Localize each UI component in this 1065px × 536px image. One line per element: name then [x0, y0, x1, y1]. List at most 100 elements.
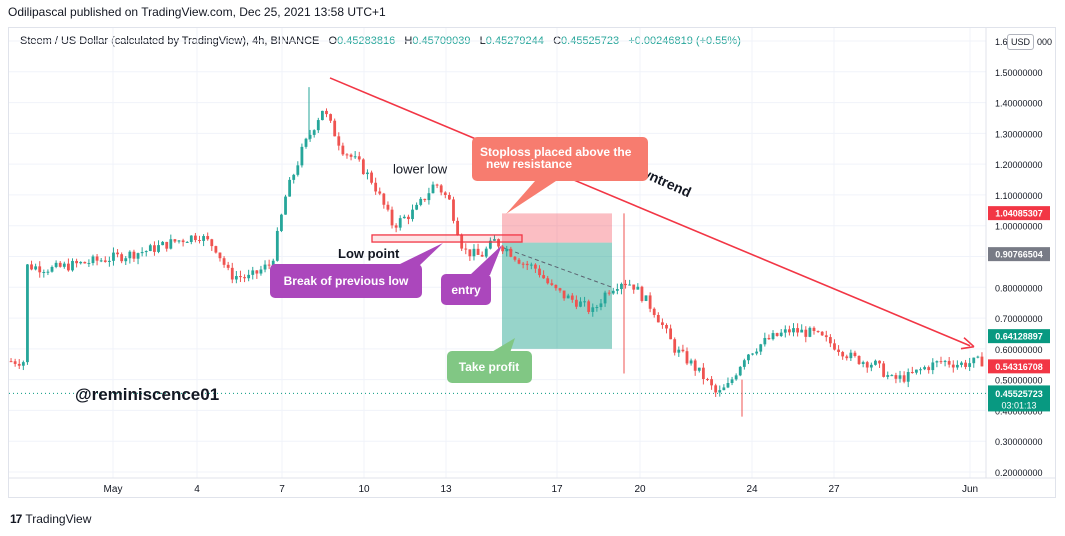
candle-body: [828, 337, 832, 344]
tradingview-brand: TradingView: [25, 512, 92, 526]
stoploss-pointer-icon: [506, 181, 556, 214]
candle-body: [325, 110, 328, 115]
candle-body: [214, 246, 218, 253]
candle-body: [26, 264, 29, 363]
price-tag-label: 0.54316708: [995, 362, 1043, 372]
candle-body: [812, 327, 816, 331]
price-tag-label: 1.04085307: [995, 209, 1043, 219]
candle-body: [955, 364, 959, 368]
candle-body: [935, 361, 939, 363]
candle-body: [222, 258, 226, 265]
y-tick-label: 0.70000000: [995, 314, 1043, 324]
candle-body: [943, 360, 947, 362]
candle-body: [419, 198, 423, 205]
candle-body: [370, 172, 373, 183]
candle-body: [263, 264, 267, 270]
price-tag-label: 0.90766504: [995, 250, 1043, 260]
candle-body: [34, 266, 38, 270]
currency-button[interactable]: USD: [1007, 34, 1034, 50]
candle-body: [337, 136, 341, 146]
x-tick-label: 10: [358, 484, 370, 495]
y-tick-label: 0.80000000: [995, 283, 1043, 293]
candle-body: [427, 193, 431, 201]
candle-body: [296, 165, 300, 175]
candle-body: [300, 146, 304, 166]
candle-body: [882, 363, 886, 377]
candle-body: [386, 204, 390, 210]
candle-body: [517, 259, 521, 264]
candle-body: [652, 308, 656, 315]
candle-body: [103, 260, 107, 262]
candle-body: [21, 362, 25, 366]
candle-body: [316, 120, 320, 131]
publish-credit: Odilipascal published on TradingView.com…: [8, 5, 386, 19]
candle-body: [579, 301, 582, 307]
candle-body: [775, 333, 779, 336]
candle-body: [181, 240, 185, 243]
candle-body: [615, 289, 619, 291]
candle-body: [120, 254, 124, 262]
candle-body: [452, 199, 455, 221]
candle-body: [435, 184, 439, 186]
candle-body: [841, 352, 845, 357]
candle-body: [583, 301, 586, 303]
candle-body: [910, 372, 914, 374]
takeprofit-pointer-icon: [490, 338, 515, 353]
candle-body: [837, 349, 840, 353]
candle-body: [226, 264, 230, 268]
candle-body: [185, 241, 189, 243]
candle-body: [886, 375, 890, 377]
candle-body: [210, 239, 214, 247]
grid-lines: [9, 28, 986, 478]
x-tick-label: 24: [746, 484, 758, 495]
downtrend-arrow-icon: [960, 337, 975, 350]
candle-body: [693, 360, 697, 371]
x-tick-label: 4: [194, 484, 200, 495]
candle-body: [734, 375, 738, 380]
y-tick-label: 0.50000000: [995, 376, 1043, 386]
y-tick-label: 0.40000000: [995, 406, 1043, 416]
candle-body: [525, 263, 529, 266]
candle-body: [865, 362, 869, 368]
x-tick-label: 13: [440, 484, 452, 495]
candle-body: [697, 367, 701, 371]
takeprofit-callout: [447, 351, 532, 383]
candle-body: [280, 214, 283, 231]
candle-body: [259, 269, 263, 274]
candle-body: [275, 230, 279, 261]
candle-body: [443, 192, 447, 195]
price-tag-countdown: 03:01:13: [1001, 400, 1036, 410]
candle-body: [878, 360, 881, 364]
candle-body: [931, 362, 935, 371]
candle-body: [898, 375, 902, 379]
target-zone: [502, 242, 612, 349]
break-text: Break of previous low: [284, 274, 409, 288]
candle-body: [755, 351, 759, 354]
candle-body: [345, 154, 349, 156]
candle-body: [939, 361, 943, 363]
candle-body: [628, 284, 632, 286]
candle-body: [538, 268, 541, 276]
tradingview-logo[interactable]: 17 TradingView: [10, 512, 91, 526]
candle-body: [193, 235, 197, 241]
candle-body: [472, 248, 476, 257]
candle-body: [722, 387, 726, 391]
candle-body: [447, 194, 451, 200]
candles: [9, 87, 984, 417]
candle-body: [554, 284, 558, 289]
y-tick-label: 1.00000000: [995, 222, 1043, 232]
price-tag: [988, 329, 1050, 344]
price-axis: 0.20000000 0.30000000 0.40000000 0.50000000…: [995, 37, 1052, 478]
candle-body: [415, 204, 419, 210]
candle-body: [58, 262, 62, 267]
candle-body: [202, 236, 205, 241]
candle-body: [366, 172, 369, 175]
candle-body: [480, 254, 484, 257]
candle-body: [124, 258, 128, 262]
candle-body: [677, 349, 681, 353]
candle-body: [923, 367, 926, 370]
candle-body: [30, 264, 33, 270]
candle-body: [218, 252, 222, 259]
